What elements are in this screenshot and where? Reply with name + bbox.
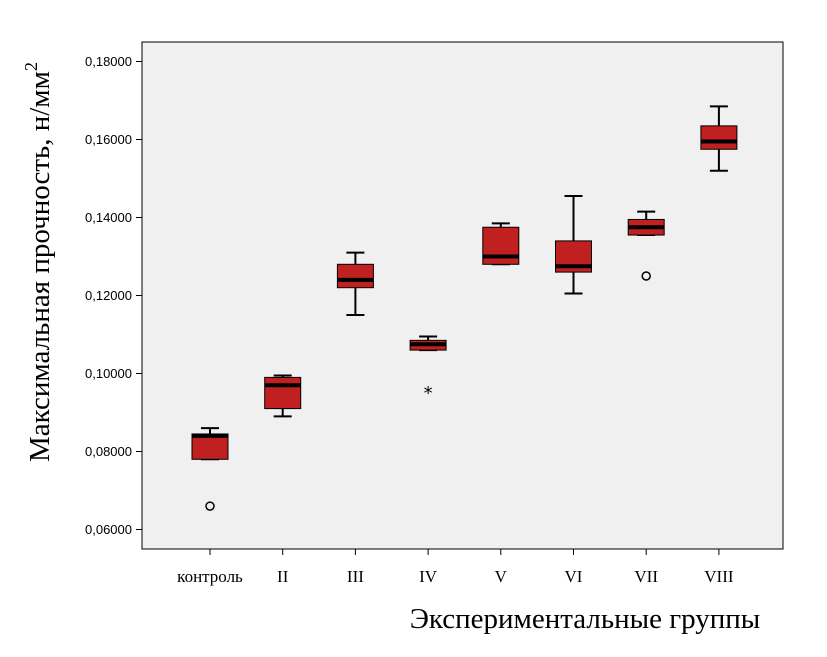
x-axis-title: Экспериментальные группы [410, 603, 761, 635]
box-iqr [264, 376, 302, 410]
box-series: * [191, 105, 738, 511]
box-6 [555, 195, 592, 295]
y-tick-label: 0,16000 [85, 132, 132, 147]
y-axis-title-text: Максимальная прочность, н/мм [24, 71, 56, 462]
box-8 [700, 105, 738, 172]
y-tick-label: 0,12000 [85, 288, 132, 303]
x-tick-label: VIII [704, 567, 734, 586]
box-4: * [409, 335, 447, 404]
x-tick-label: V [495, 567, 508, 586]
box-1 [191, 427, 229, 511]
box-5 [482, 222, 520, 266]
x-tick-label: IV [419, 567, 438, 586]
x-tick-label: VII [634, 567, 658, 586]
y-axis: 0,06000 0,08000 0,10000 0,12000 0,14000 0,160… [85, 54, 142, 537]
x-tick-label: контроль [177, 567, 243, 586]
y-tick-label: 0,18000 [85, 54, 132, 69]
plot-area [141, 41, 784, 550]
box-iqr [482, 226, 520, 265]
y-tick-label: 0,06000 [85, 522, 132, 537]
y-tick-label: 0,10000 [85, 366, 132, 381]
extreme-point: * [424, 383, 433, 404]
y-tick-label: 0,08000 [85, 444, 132, 459]
x-tick-label: III [347, 567, 364, 586]
box-2 [264, 374, 302, 418]
box-iqr [336, 263, 374, 289]
y-axis-title-superscript: 2 [21, 62, 41, 71]
y-axis-title: Максимальная прочность, н/мм2 [21, 62, 56, 462]
box-7 [627, 210, 665, 281]
y-tick-label: 0,14000 [85, 210, 132, 225]
outlier-point [205, 501, 215, 511]
x-tick-label: II [277, 567, 289, 586]
outlier-point [641, 271, 651, 281]
box-3 [336, 251, 374, 316]
box-iqr [700, 125, 738, 150]
x-axis: контроль II III IV V VI VII VIII [177, 549, 734, 586]
x-tick-label: VI [565, 567, 583, 586]
